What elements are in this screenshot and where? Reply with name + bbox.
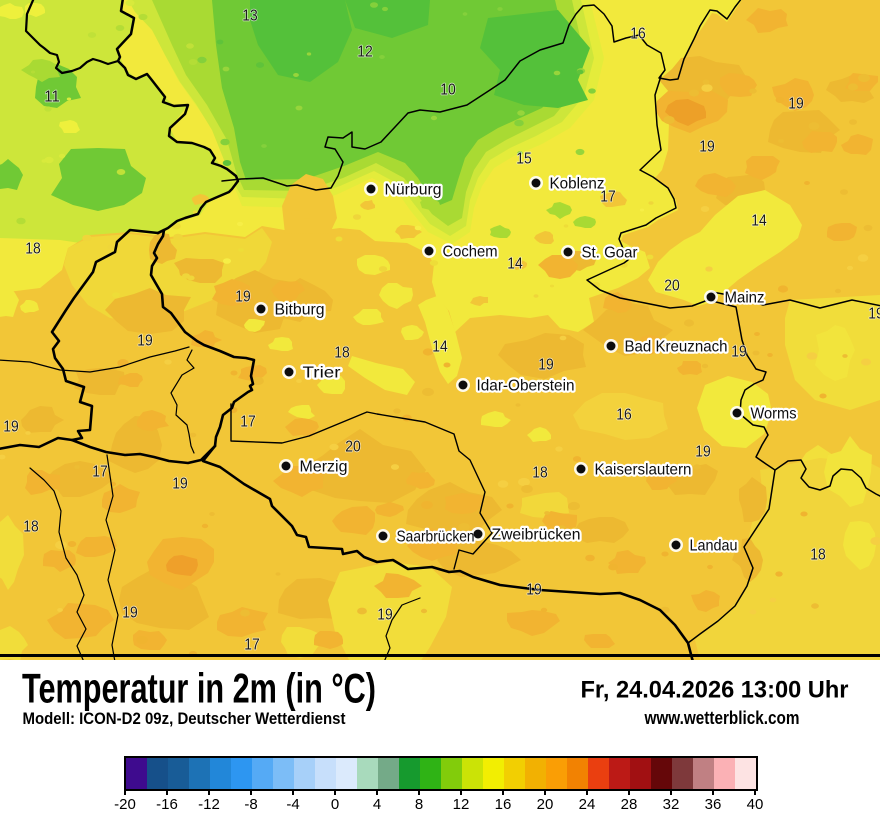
svg-text:Kaiserslautern: Kaiserslautern <box>595 462 692 479</box>
svg-text:18: 18 <box>532 465 548 482</box>
svg-text:Worms: Worms <box>751 406 797 423</box>
svg-text:13: 13 <box>242 8 258 25</box>
svg-text:Bad Kreuznach: Bad Kreuznach <box>625 339 728 356</box>
svg-text:17: 17 <box>244 637 260 654</box>
svg-text:19: 19 <box>699 139 715 156</box>
svg-text:19: 19 <box>172 476 188 493</box>
svg-text:19: 19 <box>377 607 393 624</box>
svg-text:19: 19 <box>3 419 19 436</box>
svg-text:17: 17 <box>240 414 256 431</box>
svg-text:14: 14 <box>507 256 523 273</box>
svg-text:19: 19 <box>731 344 747 361</box>
svg-text:14: 14 <box>751 213 767 230</box>
svg-text:15: 15 <box>516 151 532 168</box>
svg-text:17: 17 <box>92 464 108 481</box>
svg-text:11: 11 <box>44 89 60 106</box>
svg-text:19: 19 <box>868 306 880 323</box>
svg-text:19: 19 <box>695 444 711 461</box>
svg-text:20: 20 <box>664 278 680 295</box>
svg-text:Saarbrücken: Saarbrücken <box>397 529 475 546</box>
svg-text:18: 18 <box>23 519 39 536</box>
svg-text:Nürburg: Nürburg <box>385 182 442 199</box>
svg-text:Idar-Oberstein: Idar-Oberstein <box>477 378 575 395</box>
svg-text:16: 16 <box>630 26 646 43</box>
svg-text:Merzig: Merzig <box>300 459 348 476</box>
svg-text:14: 14 <box>432 339 448 356</box>
svg-text:19: 19 <box>122 605 138 622</box>
svg-text:Zweibrücken: Zweibrücken <box>492 527 581 544</box>
svg-text:18: 18 <box>334 345 350 362</box>
svg-text:Bitburg: Bitburg <box>275 302 325 319</box>
svg-text:Temperatur in 2m (in °C): Temperatur in 2m (in °C) <box>22 665 376 712</box>
svg-text:19: 19 <box>788 96 804 113</box>
svg-text:Fr, 24.04.2026 13:00 Uhr: Fr, 24.04.2026 13:00 Uhr <box>581 677 849 704</box>
svg-text:Cochem: Cochem <box>443 244 498 261</box>
svg-text:17: 17 <box>600 189 616 206</box>
svg-text:18: 18 <box>810 547 826 564</box>
svg-text:10: 10 <box>440 82 456 99</box>
svg-text:Landau: Landau <box>690 538 738 555</box>
svg-text:Mainz: Mainz <box>725 290 765 307</box>
svg-text:19: 19 <box>526 582 542 599</box>
svg-text:19: 19 <box>137 333 153 350</box>
svg-text:www.wetterblick.com: www.wetterblick.com <box>644 708 800 728</box>
svg-text:Koblenz: Koblenz <box>550 176 605 193</box>
svg-text:12: 12 <box>357 44 373 61</box>
svg-text:16: 16 <box>616 407 632 424</box>
svg-text:18: 18 <box>25 241 41 258</box>
svg-text:Modell: ICON-D2 09z, Deutscher: Modell: ICON-D2 09z, Deutscher Wetterdie… <box>23 709 346 728</box>
svg-text:19: 19 <box>538 357 554 374</box>
svg-text:19: 19 <box>235 289 251 306</box>
svg-text:Trier: Trier <box>303 365 342 382</box>
svg-text:20: 20 <box>345 439 361 456</box>
svg-text:St. Goar: St. Goar <box>582 245 639 262</box>
